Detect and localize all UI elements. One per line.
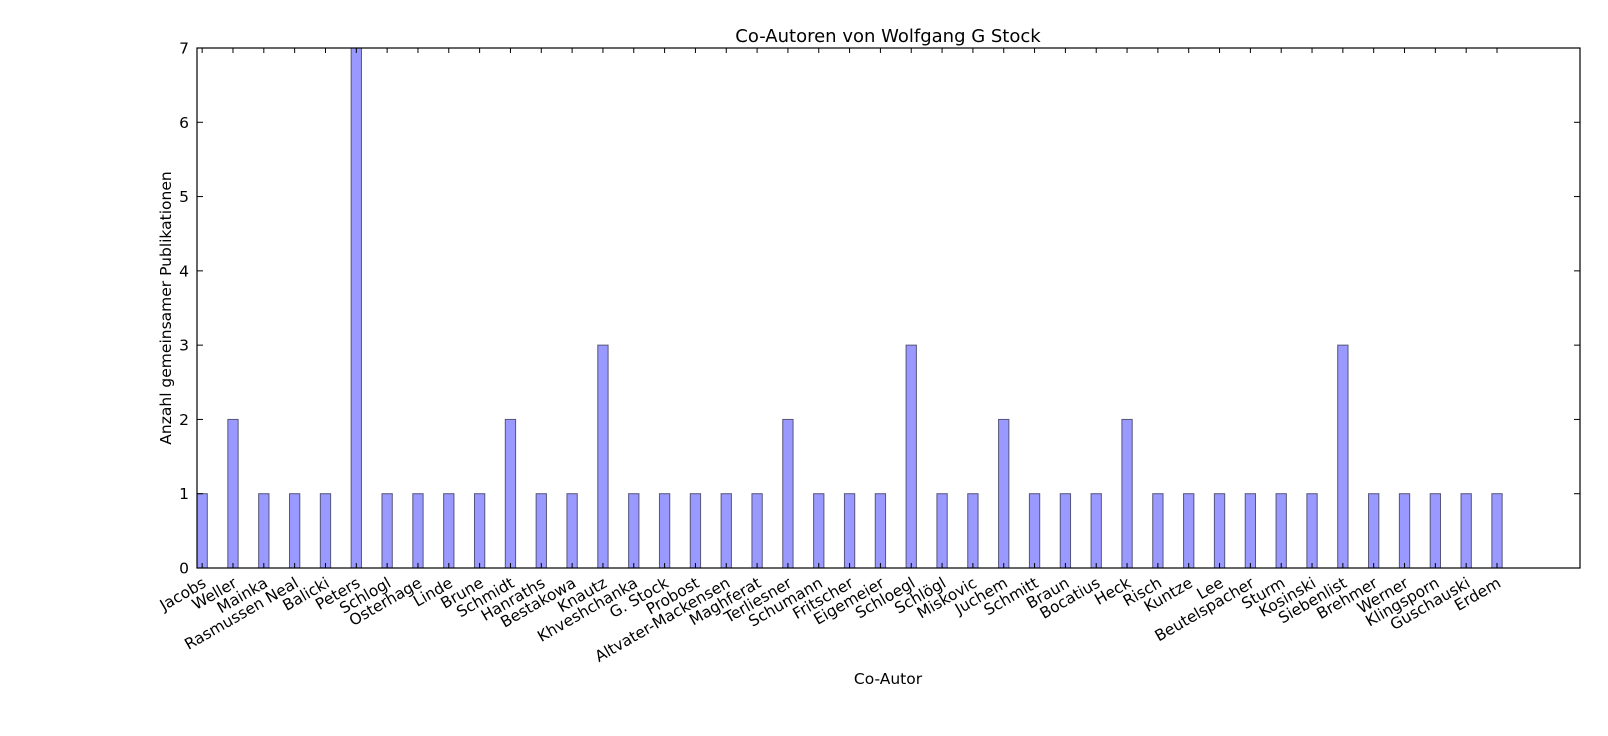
chart-title: Co-Autoren von Wolfgang G Stock bbox=[735, 26, 1041, 47]
bar-maghferat bbox=[751, 493, 763, 569]
bar-guschauski bbox=[1460, 493, 1472, 569]
bar-knautz bbox=[597, 344, 609, 569]
bar-risch bbox=[1152, 493, 1164, 569]
bar-jacobs bbox=[196, 493, 208, 569]
bar-rasmussen-neal bbox=[288, 493, 301, 569]
bar-weller bbox=[227, 418, 239, 569]
bar-schmitt bbox=[1028, 493, 1041, 569]
bar-beutelspacher bbox=[1244, 493, 1257, 569]
bar-schmidt bbox=[504, 418, 517, 569]
bar-brehmer bbox=[1368, 493, 1380, 569]
bar-erdem bbox=[1491, 493, 1503, 569]
bar-terliesner bbox=[782, 418, 794, 569]
y-tick-label: 6 bbox=[179, 114, 189, 132]
bar-altvater-mackensen bbox=[720, 493, 732, 569]
y-tick-label: 5 bbox=[179, 188, 189, 206]
x-axis-label: Co-Autor bbox=[854, 670, 923, 688]
bar-eigemeier bbox=[874, 493, 887, 569]
bar-klingsporn bbox=[1429, 493, 1441, 569]
y-tick-label: 4 bbox=[179, 262, 189, 280]
bar-siebenlist bbox=[1337, 344, 1349, 569]
y-tick-label: 1 bbox=[179, 485, 189, 503]
bar-lee bbox=[1213, 493, 1226, 569]
bar-heck bbox=[1121, 418, 1133, 569]
bar-schloegl bbox=[905, 344, 917, 569]
y-tick-label: 0 bbox=[179, 560, 189, 578]
bar-mainka bbox=[258, 493, 270, 569]
bar-sturm bbox=[1275, 493, 1287, 569]
bar-osterhage bbox=[412, 493, 424, 569]
bar-linde bbox=[443, 493, 455, 569]
bar-peters bbox=[350, 47, 362, 569]
bar-kuntze bbox=[1183, 493, 1195, 569]
bar-balicki bbox=[319, 493, 332, 569]
bar-hanraths bbox=[535, 493, 547, 569]
bar-khveshchanka bbox=[628, 493, 640, 569]
bar-schlogl bbox=[381, 493, 393, 569]
bar-probost bbox=[689, 493, 702, 569]
bar-braun bbox=[1059, 493, 1072, 569]
bar-kosinski bbox=[1306, 493, 1318, 569]
y-tick-label: 2 bbox=[179, 411, 189, 429]
y-axis-ticks: 0 1 2 3 4 5 6 7 bbox=[179, 40, 1580, 578]
y-axis-label: Anzahl gemeinsamer Publikationen bbox=[157, 171, 175, 444]
bar-miskovic bbox=[967, 493, 979, 569]
bar-werner bbox=[1398, 493, 1411, 569]
bar-bocatius bbox=[1090, 493, 1102, 569]
bar-schumann bbox=[813, 493, 825, 569]
y-tick-label: 3 bbox=[179, 337, 189, 355]
bar-schlögl bbox=[936, 493, 948, 569]
y-tick-label: 7 bbox=[179, 40, 189, 58]
bar-brune bbox=[473, 493, 486, 569]
plot-frame bbox=[196, 47, 1581, 569]
bar-juchem bbox=[998, 418, 1010, 569]
bars bbox=[196, 47, 1503, 569]
bar-g-stock bbox=[658, 493, 671, 569]
bar-fritscher bbox=[843, 493, 856, 569]
bar-bestakowa bbox=[566, 493, 578, 569]
